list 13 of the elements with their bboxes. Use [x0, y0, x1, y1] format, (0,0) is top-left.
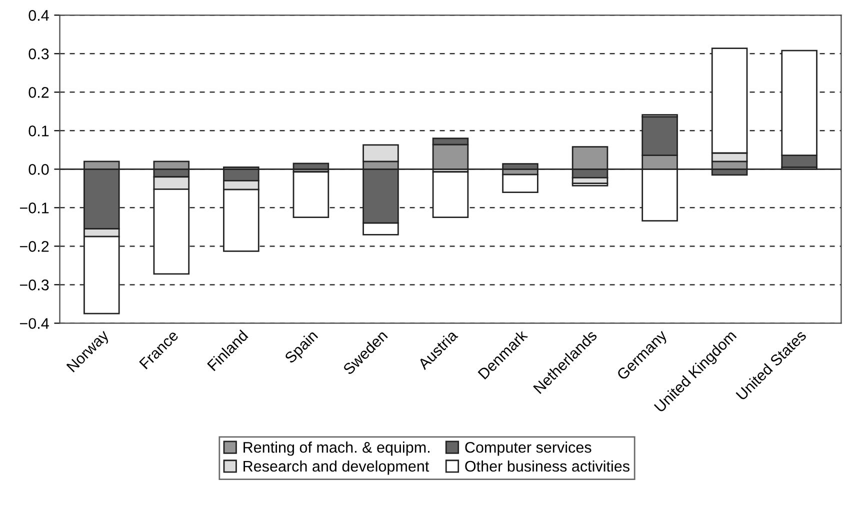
y-tick-label: −0.3 [20, 280, 49, 290]
y-tick-label: 0.1 [28, 126, 49, 136]
legend-label: Renting of mach. & equipm. [244, 442, 430, 456]
y-tick-label: 0.0 [28, 164, 49, 175]
legend-label: Research and development [244, 460, 430, 475]
y-tick-label: −0.2 [20, 241, 49, 252]
y-tick-label: 0.4 [28, 10, 49, 21]
y-tick-label: −0.4 [20, 318, 49, 329]
legend-label: Other business activities [465, 460, 630, 472]
y-tick-label: 0.3 [28, 48, 49, 60]
y-tick-label: −0.1 [20, 202, 49, 214]
y-tick-label: 0.2 [28, 87, 49, 98]
legend-label: Computer services [465, 442, 592, 456]
